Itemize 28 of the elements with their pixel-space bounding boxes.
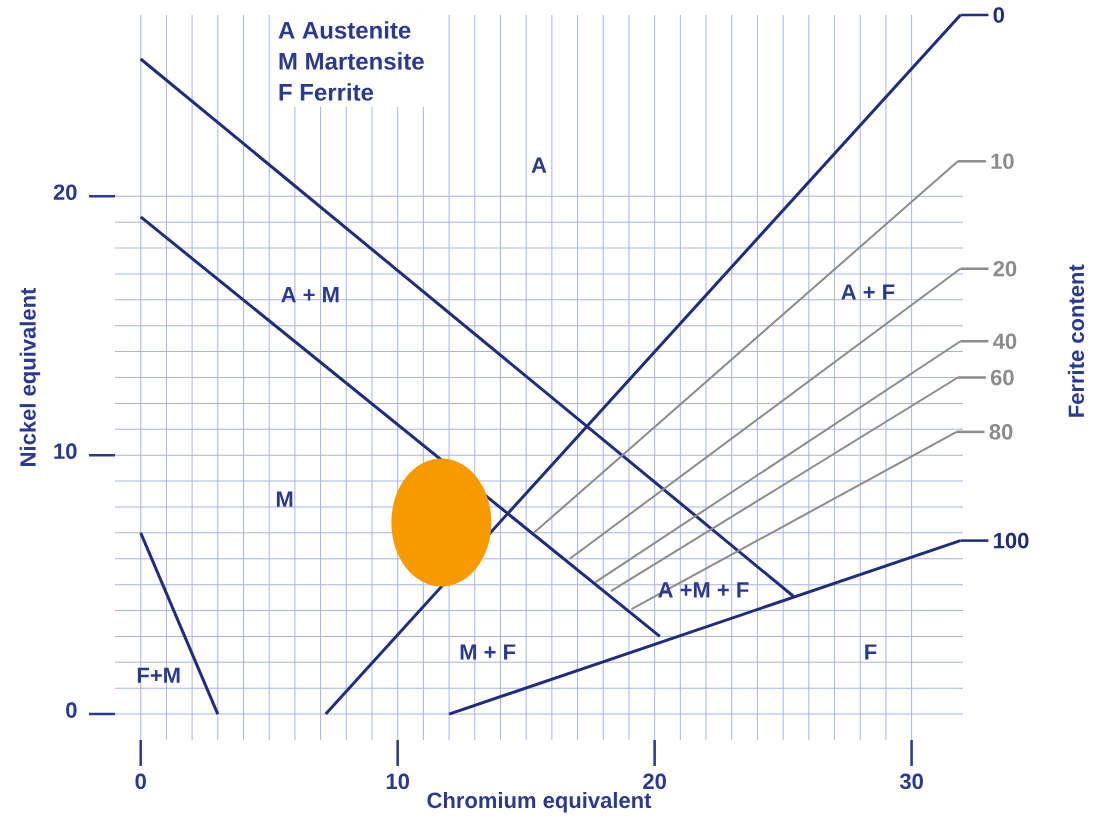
legend-label: 40 [993, 333, 1017, 350]
legend-label: 10 [991, 153, 1014, 170]
annotation: A [531, 157, 547, 173]
legend-label: 80 [989, 424, 1013, 440]
annotation: M [276, 491, 293, 507]
annotation: A + M [281, 287, 339, 303]
y-tick-label: 10 [54, 443, 77, 459]
annotation: A Austenite [278, 21, 411, 39]
legend-label: 60 [990, 369, 1014, 386]
legend-label: 20 [993, 260, 1017, 277]
y-tick-label: 20 [53, 184, 77, 201]
legend-label: 0 [993, 7, 1005, 23]
annotation: F [865, 644, 877, 660]
annotation: F Ferrite [279, 83, 374, 101]
x-axis-title: Chromium equivalent [427, 791, 652, 813]
annotation: A +M + F [658, 582, 749, 598]
annotation: F+M [137, 667, 180, 683]
y-axis-title: Nickel equivalent [19, 287, 41, 466]
y2-axis-title: Ferrite content [1067, 264, 1085, 417]
x-tick-label: 20 [643, 773, 666, 790]
annotation: M Martensite [279, 52, 424, 70]
legend-label: 100 [994, 532, 1029, 549]
annotation: A + F [841, 284, 895, 300]
x-tick-label: 30 [899, 773, 923, 790]
annotation: M + F [460, 644, 516, 660]
x-tick-label: 10 [386, 773, 410, 790]
x-tick-label: 0 [135, 773, 146, 790]
y-tick-label: 0 [66, 702, 77, 718]
